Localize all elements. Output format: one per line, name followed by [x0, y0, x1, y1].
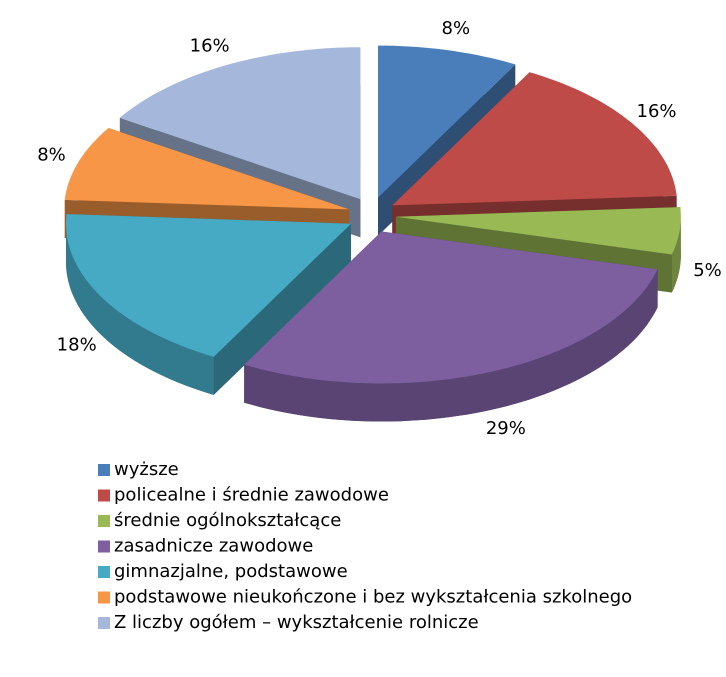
- pie-slice: [66, 214, 351, 395]
- legend-swatch: [98, 566, 110, 578]
- slice-wall: [671, 216, 681, 293]
- slice-top: [395, 207, 681, 255]
- data-label: 8%: [442, 18, 471, 39]
- legend-swatch: [98, 464, 110, 476]
- slice-wall: [66, 223, 214, 395]
- legend-label: wyższe: [114, 459, 179, 480]
- slice-top: [378, 45, 516, 198]
- pie-slice: [244, 231, 658, 422]
- slice-wall: [244, 269, 658, 422]
- data-label: 8%: [37, 145, 66, 166]
- data-label: 16%: [190, 36, 230, 57]
- legend-label: gimnazjalne, podstawowe: [114, 561, 348, 582]
- slice-top: [119, 47, 361, 200]
- data-label: 5%: [693, 260, 722, 281]
- legend-label: Z liczby ogółem – wykształcenie rolnicze: [114, 612, 479, 633]
- legend-swatch: [98, 591, 110, 604]
- legend-label: podstawowe nieukończone i bez wykształce…: [114, 587, 632, 608]
- legend-label: średnie ogólnokształcące: [114, 510, 341, 531]
- legend-swatch: [98, 489, 110, 502]
- legend-swatch: [98, 540, 110, 553]
- legend-label: policealne i średnie zawodowe: [114, 485, 389, 506]
- legend-swatch: [98, 515, 110, 527]
- slice-side: [213, 223, 351, 395]
- slice-top: [244, 231, 658, 384]
- data-label: 29%: [486, 418, 526, 439]
- data-label: 18%: [57, 334, 97, 355]
- legend-label: zasadnicze zawodowe: [114, 536, 313, 557]
- slice-top: [66, 214, 351, 357]
- data-label: 16%: [637, 101, 677, 122]
- slice-top: [392, 72, 677, 206]
- slice-top: [64, 128, 350, 210]
- legend-swatch: [98, 617, 110, 629]
